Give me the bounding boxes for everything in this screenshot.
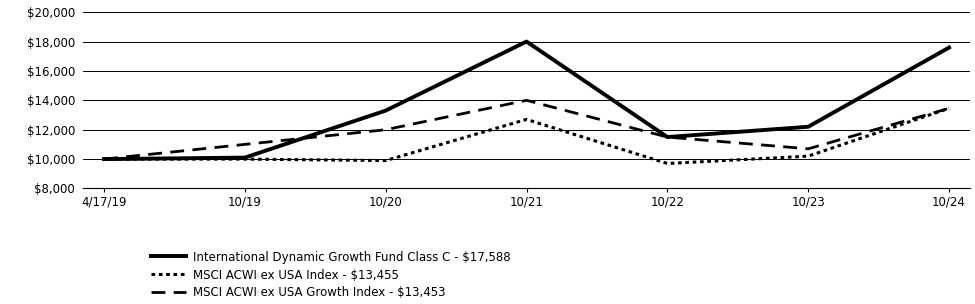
Line: MSCI ACWI ex USA Growth Index - $13,453: MSCI ACWI ex USA Growth Index - $13,453: [104, 100, 949, 159]
International Dynamic Growth Fund Class C - $17,588: [239, 156, 251, 160]
MSCI ACWI ex USA Growth Index - $13,453: [521, 98, 532, 102]
MSCI ACWI ex USA Index - $13,455: [802, 154, 814, 158]
MSCI ACWI ex USA Growth Index - $13,453: [380, 128, 392, 132]
International Dynamic Growth Fund Class C - $17,588: [521, 40, 532, 43]
International Dynamic Growth Fund Class C - $17,588: [943, 46, 955, 50]
MSCI ACWI ex USA Growth Index - $13,453: [239, 143, 251, 146]
Line: MSCI ACWI ex USA Index - $13,455: MSCI ACWI ex USA Index - $13,455: [104, 108, 949, 164]
MSCI ACWI ex USA Growth Index - $13,453: [943, 106, 955, 110]
MSCI ACWI ex USA Index - $13,455: [661, 162, 673, 165]
MSCI ACWI ex USA Index - $13,455: [380, 159, 392, 162]
MSCI ACWI ex USA Growth Index - $13,453: [98, 157, 110, 161]
MSCI ACWI ex USA Index - $13,455: [239, 157, 251, 161]
International Dynamic Growth Fund Class C - $17,588: [380, 109, 392, 112]
MSCI ACWI ex USA Index - $13,455: [943, 106, 955, 110]
International Dynamic Growth Fund Class C - $17,588: [661, 135, 673, 139]
Legend: International Dynamic Growth Fund Class C - $17,588, MSCI ACWI ex USA Index - $1: International Dynamic Growth Fund Class …: [151, 251, 511, 299]
MSCI ACWI ex USA Index - $13,455: [521, 118, 532, 121]
MSCI ACWI ex USA Growth Index - $13,453: [802, 147, 814, 151]
MSCI ACWI ex USA Index - $13,455: [98, 157, 110, 161]
International Dynamic Growth Fund Class C - $17,588: [802, 125, 814, 129]
MSCI ACWI ex USA Growth Index - $13,453: [661, 135, 673, 139]
Line: International Dynamic Growth Fund Class C - $17,588: International Dynamic Growth Fund Class …: [104, 42, 949, 159]
International Dynamic Growth Fund Class C - $17,588: [98, 157, 110, 161]
